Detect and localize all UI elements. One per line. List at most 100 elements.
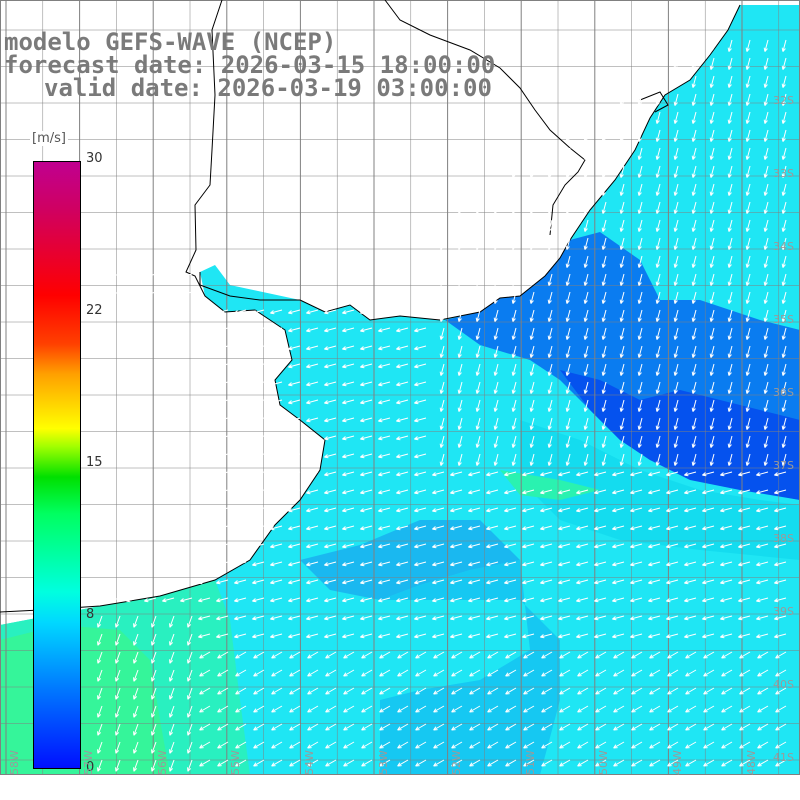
- wind-arrow: [432, 471, 445, 477]
- wind-arrow: [648, 489, 661, 495]
- wind-arrow: [271, 687, 283, 695]
- lon-label: 55W: [229, 750, 242, 775]
- wind-arrow: [457, 453, 463, 466]
- wind-arrow: [738, 543, 751, 549]
- coastline-path: [639, 91, 669, 113]
- wind-arrow: [475, 363, 481, 376]
- wind-arrow: [198, 597, 211, 603]
- wind-arrow: [343, 741, 355, 749]
- wind-arrow: [709, 111, 715, 124]
- wind-arrow: [763, 39, 769, 52]
- wind-arrow: [673, 147, 679, 160]
- wind-arrow: [565, 291, 571, 304]
- wind-arrow: [763, 309, 769, 322]
- wind-arrow: [756, 597, 769, 603]
- wind-arrow: [396, 291, 409, 297]
- wind-arrow: [576, 561, 589, 567]
- wind-arrow: [217, 705, 229, 713]
- wind-arrow: [630, 579, 643, 585]
- wind-arrow: [234, 327, 247, 333]
- wind-arrow: [307, 759, 319, 767]
- wind-arrow: [270, 345, 283, 351]
- wind-arrow: [709, 129, 715, 142]
- wind-arrow: [414, 309, 427, 315]
- wind-arrow: [378, 615, 391, 621]
- wind-arrow: [565, 327, 571, 340]
- wind-arrow: [439, 345, 445, 358]
- wind-arrow: [198, 309, 211, 315]
- wind-arrow: [396, 453, 409, 459]
- wind-arrow: [235, 687, 247, 695]
- wind-arrow: [468, 579, 481, 585]
- wind-arrow: [505, 705, 517, 713]
- wind-arrow: [144, 291, 157, 297]
- wind-arrow: [451, 705, 463, 713]
- wind-arrow: [691, 381, 697, 394]
- wind-arrow: [342, 417, 355, 423]
- wind-arrow: [343, 687, 355, 695]
- wind-arrow: [631, 723, 643, 731]
- wind-arrow: [450, 561, 463, 567]
- wind-arrow: [565, 255, 571, 268]
- wind-arrow: [414, 435, 427, 441]
- wind-arrow: [619, 399, 625, 412]
- wind-arrow: [493, 435, 499, 448]
- wind-arrow: [288, 399, 301, 405]
- wind-arrow: [630, 561, 643, 567]
- wind-arrow: [781, 129, 787, 142]
- wind-arrow: [763, 273, 769, 286]
- wind-arrow: [774, 561, 787, 567]
- wind-arrow: [433, 759, 445, 767]
- wind-arrow: [450, 597, 463, 603]
- wind-arrow: [342, 489, 355, 495]
- wind-arrow: [648, 507, 661, 513]
- wind-arrow: [595, 741, 607, 749]
- wind-arrow: [396, 327, 409, 333]
- wind-arrow: [648, 525, 661, 531]
- wind-arrow: [306, 345, 319, 351]
- wind-arrow: [450, 507, 463, 513]
- wind-arrow: [234, 381, 247, 387]
- wind-arrow: [565, 165, 571, 178]
- wind-arrow: [637, 111, 643, 124]
- wind-arrow: [511, 345, 517, 358]
- wind-arrow: [631, 705, 643, 713]
- wind-arrow: [342, 273, 355, 279]
- wind-arrow: [577, 687, 589, 695]
- wind-arrow: [306, 309, 319, 315]
- wind-arrow: [739, 741, 751, 749]
- wind-arrow: [288, 579, 301, 585]
- wind-arrow: [487, 759, 499, 767]
- wind-arrow: [487, 651, 499, 659]
- wind-arrow: [487, 705, 499, 713]
- wind-arrow: [504, 489, 517, 495]
- wind-arrow: [396, 381, 409, 387]
- wind-arrow: [594, 489, 607, 495]
- wind-arrow: [288, 453, 301, 459]
- wind-arrow: [234, 489, 247, 495]
- wind-arrow: [522, 597, 535, 603]
- wind-arrow: [493, 417, 499, 430]
- wind-arrow: [648, 543, 661, 549]
- wind-arrow: [648, 579, 661, 585]
- wind-arrow: [324, 327, 337, 333]
- wind-arrow: [451, 759, 463, 767]
- wind-arrow: [691, 327, 697, 340]
- wind-arrow: [151, 741, 157, 754]
- wind-arrow: [667, 723, 679, 731]
- wind-arrow: [361, 687, 373, 695]
- wind-arrow: [439, 273, 445, 286]
- wind-arrow: [601, 291, 607, 304]
- wind-arrow: [745, 75, 751, 88]
- wind-arrow: [576, 543, 589, 549]
- wind-arrow: [288, 435, 301, 441]
- wind-arrow: [252, 327, 265, 333]
- wind-arrow: [613, 705, 625, 713]
- wind-arrow: [738, 561, 751, 567]
- wind-arrow: [486, 615, 499, 621]
- wind-arrow: [709, 57, 715, 70]
- wind-arrow: [234, 345, 247, 351]
- wind-arrow: [342, 507, 355, 513]
- wind-arrow: [216, 615, 229, 621]
